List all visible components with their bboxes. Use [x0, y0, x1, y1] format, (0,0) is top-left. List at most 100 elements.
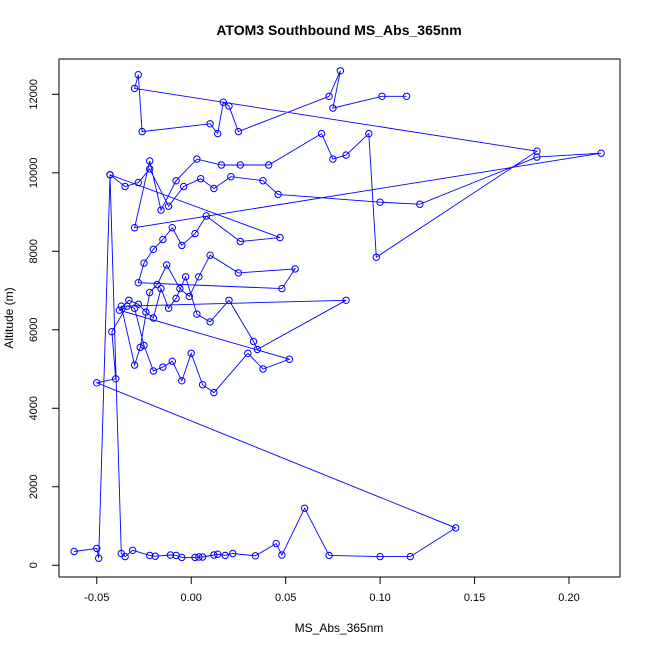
data-point [130, 224, 139, 232]
data-point [159, 235, 167, 244]
data-point [342, 296, 350, 304]
data-point [217, 161, 226, 169]
data-point [195, 553, 203, 561]
data-point [214, 550, 222, 558]
data-point [325, 92, 333, 101]
data-point [221, 551, 229, 560]
data-point [406, 552, 414, 561]
data-point [227, 173, 235, 181]
series-line [74, 70, 602, 559]
data-point [153, 280, 161, 289]
data-point [178, 553, 186, 562]
data-point [253, 345, 261, 354]
data-point [176, 284, 184, 293]
data-point [159, 363, 167, 371]
data-point [70, 547, 78, 556]
y-tick-label: 12000 [28, 79, 40, 110]
data-point [163, 261, 171, 269]
data-point [164, 202, 173, 210]
data-point [136, 343, 144, 352]
data-point [214, 129, 222, 138]
data-point [93, 379, 101, 387]
data-point [149, 314, 158, 322]
data-point [138, 127, 146, 136]
y-axis: 0 2000 4000 6000 8000 10000 12000 [28, 79, 60, 568]
data-point [416, 200, 424, 208]
data-point [342, 151, 350, 159]
data-point [121, 182, 129, 191]
data-point [195, 273, 203, 281]
y-tick-label: 8000 [28, 239, 40, 263]
y-tick-label: 4000 [28, 396, 40, 420]
data-point [93, 544, 101, 553]
data-point [191, 553, 199, 562]
data-point [130, 84, 139, 93]
data-point [249, 337, 258, 346]
data-point [129, 546, 137, 554]
data-point [329, 104, 337, 112]
data-point [265, 161, 273, 169]
data-point [187, 349, 195, 357]
data-point [278, 551, 286, 559]
data-point [185, 292, 194, 301]
data-point [180, 182, 188, 191]
data-point [329, 155, 337, 163]
data-point [193, 155, 201, 163]
data-point [210, 551, 218, 559]
data-point [336, 67, 345, 75]
x-tick-label: -0.05 [84, 592, 109, 604]
data-point [140, 341, 148, 350]
data-point [112, 375, 120, 383]
data-point [146, 288, 154, 297]
data-point [193, 310, 201, 318]
data-point [146, 551, 154, 560]
data-point [142, 308, 150, 316]
data-point [236, 237, 245, 246]
data-point [452, 524, 460, 532]
data-point [234, 127, 243, 136]
data-point [168, 357, 177, 365]
data-point [206, 318, 214, 326]
data-point [130, 304, 139, 312]
data-point [197, 175, 205, 183]
data-point [168, 224, 177, 232]
data-point [244, 349, 252, 357]
data-point [317, 129, 326, 138]
data-point [134, 279, 143, 287]
data-point [146, 157, 154, 165]
data-point [372, 253, 380, 261]
data-point [117, 302, 126, 310]
data-point [108, 328, 116, 336]
data-point [134, 178, 143, 187]
data-point [106, 171, 114, 179]
data-point [365, 129, 373, 138]
x-tick-label: 0.00 [181, 592, 202, 604]
data-point [134, 71, 143, 79]
data-point [272, 539, 280, 548]
y-tick-label: 6000 [28, 318, 40, 342]
x-axis: -0.05 0.00 0.05 0.10 0.15 0.20 [84, 576, 580, 604]
data-point [115, 306, 124, 314]
data-point [172, 294, 180, 303]
data-point [95, 554, 103, 562]
data-point [140, 259, 148, 267]
data-point [210, 388, 218, 397]
y-tick-label: 10000 [28, 158, 40, 189]
data-point [229, 549, 237, 558]
plot-frame [58, 58, 621, 578]
x-tick-label: 0.20 [558, 592, 579, 604]
x-tick-label: 0.05 [275, 592, 296, 604]
data-point [378, 92, 386, 101]
x-tick-label: 0.10 [369, 592, 390, 604]
x-tick-label: 0.15 [464, 592, 485, 604]
data-point [178, 241, 186, 250]
data-point [259, 177, 267, 185]
data-point [533, 147, 541, 155]
data-point [376, 552, 384, 561]
data-point [274, 190, 282, 199]
data-point [191, 229, 199, 238]
data-point [134, 300, 143, 308]
data-point [157, 284, 165, 293]
y-tick-label: 2000 [28, 475, 40, 499]
data-point [225, 296, 233, 304]
